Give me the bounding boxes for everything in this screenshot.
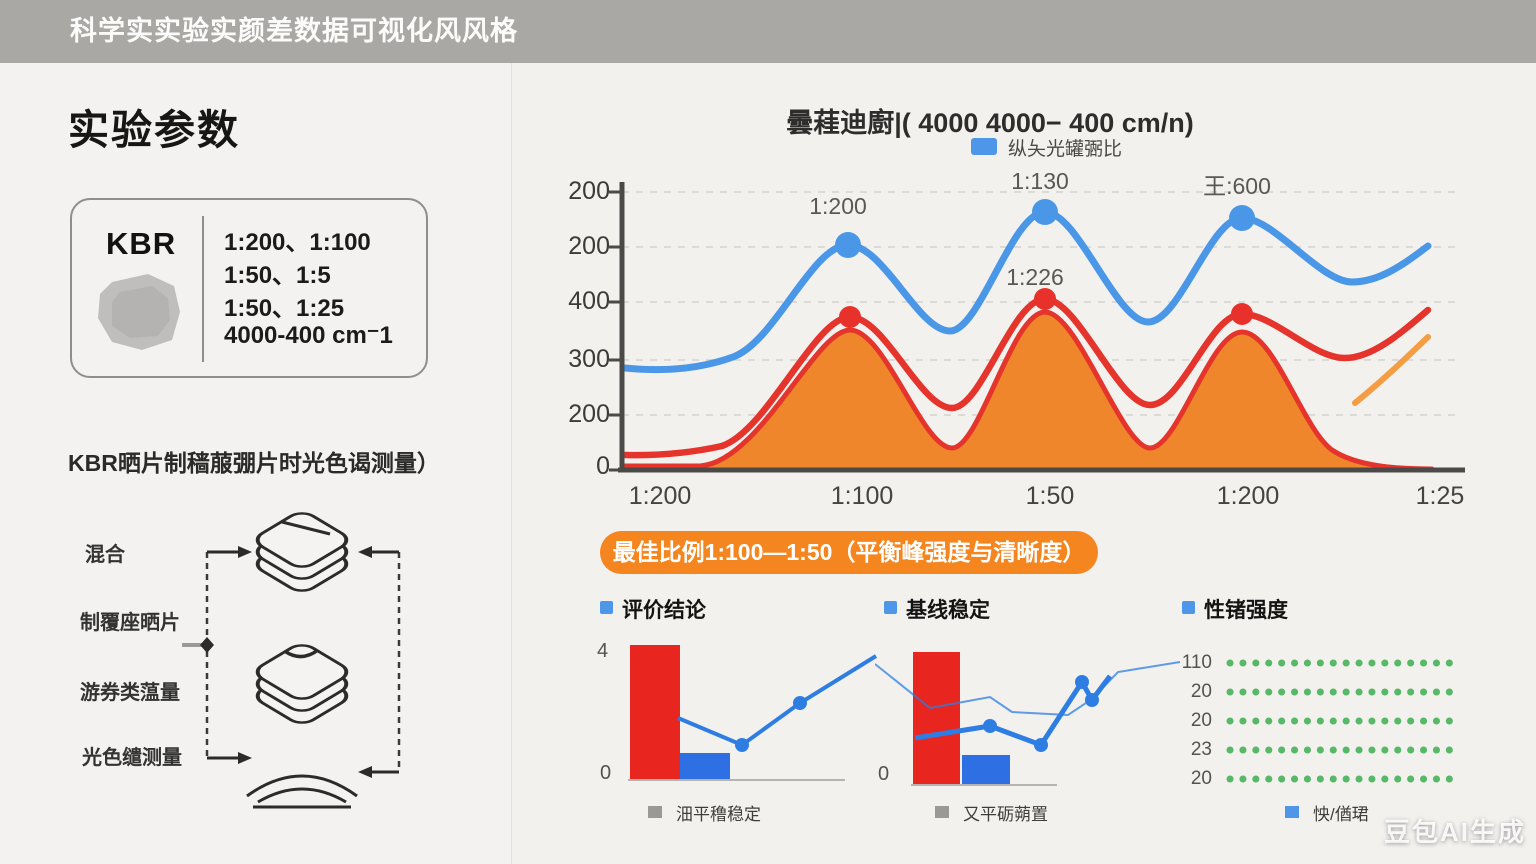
x-tick-2: 1:100 — [830, 482, 894, 510]
panel-2-legend-swatch — [935, 806, 949, 818]
best-ratio-callout: 最佳比例1:100—1:50（平衡峰强度与清晰度） — [600, 531, 1098, 574]
panel-1-bullet — [600, 601, 613, 614]
flow-step-measure-1: 游券类蕰量 — [80, 682, 180, 704]
panel-2-legend-text: 又平砺蒴置 — [963, 805, 1048, 824]
panel-1-blue-bar — [680, 753, 730, 780]
x-tick-5: 1:25 — [1415, 482, 1465, 510]
red-peak-markers — [839, 288, 1253, 328]
panel-3-title: 性锗强度 — [1204, 599, 1288, 622]
kbr-label: KBR — [106, 226, 177, 261]
y-tick-3: 400 — [568, 287, 610, 315]
pellet-icon-1 — [249, 507, 355, 597]
panel-3-row-label-2: 20 — [1190, 681, 1212, 702]
blue-peak-label-2: 1:130 — [1011, 168, 1069, 194]
slide-title: 科学实实验实颜差数据可视化风风格 — [70, 16, 518, 46]
top-banner: 科学实实验实颜差数据可视化风风格 — [0, 0, 1536, 63]
panel-2-chart — [875, 652, 1181, 786]
y-tick-1: 200 — [568, 177, 610, 205]
orange-area — [625, 312, 1432, 470]
arrow-left-bottom — [358, 766, 372, 778]
panel-3-dot-matrix — [1226, 659, 1454, 783]
y-tick-5: 200 — [568, 400, 610, 428]
panel-1-legend-swatch — [648, 806, 662, 818]
kbr-parameter-card: KBR 1:200、1:100 1:50、1:5 1:50、1:25 4000-… — [70, 198, 428, 378]
orange-tail-curve — [1352, 334, 1431, 406]
pellet-icon-2 — [249, 639, 355, 729]
blue-peak-label-1: 1:200 — [809, 193, 867, 219]
kbr-pellet-image — [98, 274, 180, 350]
blue-peak-markers — [835, 199, 1255, 258]
y-tick-6: 0 — [596, 452, 610, 480]
panel-2-y-bottom: 0 — [878, 763, 890, 785]
process-subtitle: KBR晒片制穑菔弸片时光色谒测量） — [68, 450, 440, 476]
arrow-right-top — [238, 546, 252, 558]
panel-2-blue-bar — [962, 755, 1010, 785]
flow-step-measure-2: 光色缱测量 — [82, 747, 182, 769]
panel-1-y-bottom: 0 — [600, 762, 612, 784]
ai-watermark: 豆包AI生成 — [1384, 817, 1527, 847]
orange-area-red-edge — [622, 309, 1435, 472]
left-panel — [0, 63, 512, 864]
panel-2-red-bar — [913, 652, 960, 785]
panel-1-chart — [628, 645, 878, 781]
section-heading: 实验参数 — [68, 107, 240, 153]
ratio-line-3: 1:50、1:25 — [224, 295, 345, 322]
panel-3-row-label-4: 23 — [1190, 739, 1212, 760]
diamond-node — [200, 637, 214, 653]
panel-2-thin-line — [875, 661, 1181, 717]
panel-2-bullet — [884, 601, 897, 614]
lens-icon — [246, 774, 358, 809]
flow-diagram — [182, 507, 401, 809]
panel-3-bullet — [1182, 601, 1195, 614]
ratio-line-2: 1:50、1:5 — [224, 262, 331, 289]
panel-1-red-bar — [630, 645, 680, 780]
main-spectrum-chart — [609, 182, 1465, 473]
panel-2-title: 基线稳定 — [906, 599, 990, 622]
panel-1-title: 评价结论 — [622, 599, 706, 622]
blue-peak-label-3: 王:600 — [1203, 173, 1271, 199]
panel-1-legend-text: 沺平穞稳定 — [676, 805, 761, 824]
y-axis-ticks — [609, 190, 622, 472]
main-legend-label: 纵夨光罐弻比 — [1008, 139, 1123, 160]
x-tick-1: 1:200 — [628, 482, 692, 510]
main-chart-title: 曇蓕迪廚|( 4000 4000− 400 cm/n) — [786, 108, 1194, 138]
panel-3-legend-swatch — [1285, 806, 1299, 818]
flow-step-mixing: 混合 — [85, 544, 125, 566]
panel-1-y-top: 4 — [597, 640, 609, 662]
flow-step-pressing: 制覆座晒片 — [80, 612, 180, 634]
x-tick-3: 1:50 — [1025, 482, 1075, 510]
ratio-line-1: 1:200、1:100 — [224, 229, 371, 256]
y-tick-2: 200 — [568, 232, 610, 260]
main-legend-swatch — [971, 138, 997, 155]
panel-3-row-label-1: 110 — [1181, 652, 1212, 673]
card-divider — [202, 216, 204, 362]
y-tick-4: 300 — [568, 345, 610, 373]
panel-3-legend-text: 怏/偤珺 — [1313, 805, 1369, 824]
x-tick-4: 1:200 — [1216, 482, 1280, 510]
arrow-left-top — [358, 546, 372, 558]
wavenumber-range: 4000-400 cm⁻1 — [224, 322, 393, 349]
red-peak-label: 1:226 — [1006, 264, 1064, 290]
panel-3-row-label-5: 20 — [1190, 768, 1212, 789]
panel-3-row-label-3: 20 — [1190, 710, 1212, 731]
arrow-right-bottom — [238, 752, 252, 764]
panel-1-line — [677, 654, 878, 748]
